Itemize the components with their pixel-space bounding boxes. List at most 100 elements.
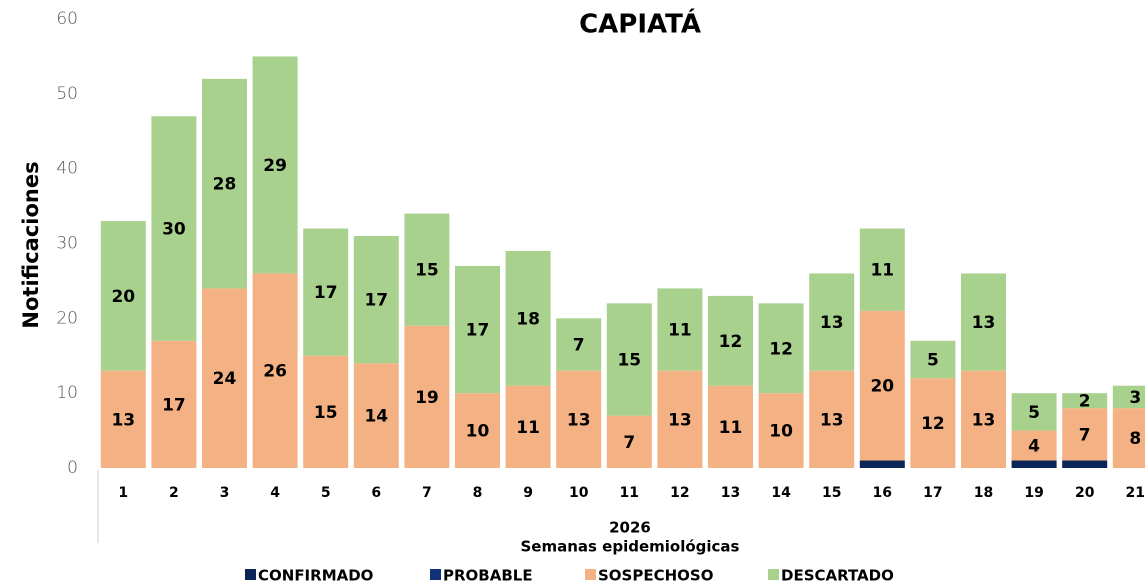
bar-segment	[910, 340, 956, 379]
data-label: 20	[870, 377, 894, 397]
legend-swatch	[585, 569, 596, 580]
data-label: 12	[769, 339, 793, 359]
bar-segment	[910, 378, 956, 468]
bar-segment	[202, 78, 247, 289]
bar-segment	[1011, 460, 1057, 468]
data-label: 17	[364, 291, 388, 311]
y-tick-label: 20	[56, 308, 78, 328]
bar-segment	[758, 303, 804, 394]
bar-segment	[1062, 460, 1108, 468]
x-tick-label: 4	[270, 485, 280, 501]
x-tick-label: 7	[422, 485, 432, 501]
bar-segment	[606, 415, 652, 468]
x-tick-label: 18	[974, 485, 993, 501]
data-label: 4	[1028, 437, 1040, 457]
x-axis-year: 2026	[609, 519, 651, 537]
data-label: 13	[111, 410, 135, 430]
data-label: 19	[415, 388, 439, 408]
bar-segment	[809, 370, 855, 468]
data-label: 14	[364, 407, 388, 427]
legend-label: SOSPECHOSO	[598, 567, 713, 582]
legend-swatch	[245, 569, 256, 580]
bar-segment	[859, 310, 905, 461]
x-tick-label: 3	[220, 485, 230, 501]
data-label: 13	[820, 313, 844, 333]
bar-segment	[1011, 393, 1057, 431]
x-tick-label: 15	[822, 485, 841, 501]
data-label: 11	[719, 418, 743, 438]
bar-segment	[606, 303, 652, 416]
bar-segment	[252, 56, 298, 274]
y-tick-label: 50	[56, 84, 78, 104]
bar-segment	[657, 288, 703, 371]
data-label: 11	[516, 418, 540, 438]
data-label: 30	[162, 220, 186, 240]
data-label: 7	[573, 336, 585, 356]
x-tick-label: 20	[1075, 485, 1095, 501]
data-label: 26	[263, 362, 287, 382]
bar-segment	[202, 288, 247, 468]
x-tick-label: 2	[169, 485, 179, 501]
data-label: 10	[466, 422, 490, 442]
data-label: 20	[111, 287, 135, 307]
bar-segment	[708, 295, 753, 386]
bar-segment	[404, 213, 450, 326]
bar-segment	[961, 370, 1006, 468]
data-label: 13	[567, 410, 591, 430]
data-label: 17	[314, 283, 338, 303]
legend-swatch	[768, 569, 779, 580]
y-tick-label: 0	[67, 458, 78, 478]
data-label: 5	[1028, 403, 1040, 423]
chart-title: CAPIATÁ	[579, 8, 701, 40]
data-label: 13	[668, 410, 692, 430]
bar-segment	[303, 355, 349, 468]
bar-segment	[657, 370, 703, 468]
data-label: 7	[1079, 425, 1091, 445]
data-label: 10	[769, 422, 793, 442]
data-label: 13	[820, 410, 844, 430]
legend-label: DESCARTADO	[781, 567, 894, 582]
data-label: 15	[314, 403, 338, 423]
data-label: 13	[972, 410, 996, 430]
x-tick-label: 16	[873, 485, 892, 501]
y-tick-label: 30	[56, 234, 78, 254]
x-tick-label: 11	[620, 485, 639, 501]
bar-segment	[303, 228, 349, 356]
bar-segment	[151, 116, 197, 341]
data-label: 15	[617, 350, 641, 370]
data-label: 11	[870, 261, 894, 281]
data-label: 24	[213, 369, 237, 389]
data-label: 12	[921, 414, 945, 434]
data-label: 29	[263, 156, 287, 176]
y-tick-label: 10	[56, 383, 78, 403]
legend-label: CONFIRMADO	[258, 567, 373, 582]
bar-segment	[404, 325, 450, 468]
x-tick-label: 14	[771, 485, 791, 501]
bar-segment	[1112, 385, 1145, 409]
bar-segment	[353, 363, 399, 468]
x-tick-label: 21	[1126, 485, 1145, 501]
x-tick-label: 9	[523, 485, 533, 501]
data-label: 17	[162, 395, 186, 415]
x-tick-label: 17	[923, 485, 942, 501]
x-axis-title: Semanas epidemiológicas	[521, 538, 740, 556]
bar-segment	[100, 370, 146, 468]
bar-segment	[556, 370, 602, 468]
bar-segment	[961, 273, 1006, 371]
bar-segment	[353, 236, 399, 364]
data-label: 18	[516, 309, 540, 329]
data-label: 12	[719, 332, 743, 352]
bar-segment	[505, 250, 551, 386]
data-label: 8	[1129, 429, 1141, 449]
bar-segment	[252, 273, 298, 468]
x-tick-label: 19	[1024, 485, 1043, 501]
x-tick-label: 12	[670, 485, 689, 501]
data-label: 7	[623, 433, 635, 453]
y-tick-label: 60	[56, 9, 78, 29]
x-tick-label: 1	[118, 485, 128, 501]
bar-segment	[556, 318, 602, 371]
data-label: 13	[972, 313, 996, 333]
legend-swatch	[430, 569, 441, 580]
bar-segment	[859, 460, 905, 468]
y-axis-title: Notificaciones	[19, 161, 43, 328]
